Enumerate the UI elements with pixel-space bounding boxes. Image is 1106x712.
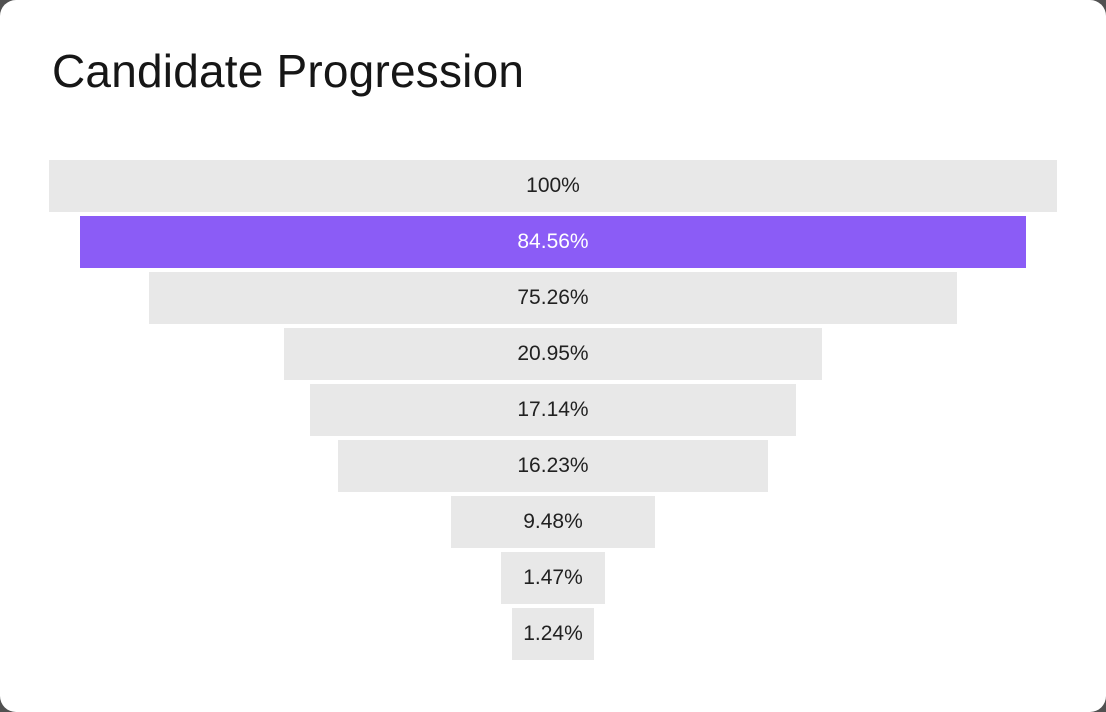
funnel-bar-6[interactable]: 16.23% xyxy=(338,440,768,492)
funnel-bar-3[interactable]: 75.26% xyxy=(148,272,958,324)
funnel-chart: 100% 84.56% 75.26% 20.95% 17.14% 16.23% 9.48% 1… xyxy=(49,160,1057,660)
funnel-bar-value: 75.26% xyxy=(517,286,589,309)
funnel-bar-7[interactable]: 9.48% xyxy=(451,496,655,548)
funnel-bar-value: 20.95% xyxy=(517,342,589,365)
funnel-bar-4[interactable]: 20.95% xyxy=(284,328,822,380)
funnel-bar-2[interactable]: 84.56% xyxy=(79,216,1027,268)
funnel-bar-value: 1.47% xyxy=(523,566,583,589)
funnel-bar-value: 16.23% xyxy=(517,454,589,477)
funnel-bar-5[interactable]: 17.14% xyxy=(309,384,797,436)
funnel-bar-1[interactable]: 100% xyxy=(49,160,1057,212)
funnel-bar-value: 84.56% xyxy=(517,230,589,253)
funnel-bar-value: 9.48% xyxy=(523,510,583,533)
funnel-bar-value: 1.24% xyxy=(523,622,583,645)
chart-title: Candidate Progression xyxy=(52,45,525,97)
funnel-bar-value: 100% xyxy=(526,174,580,197)
funnel-bar-9[interactable]: 1.24% xyxy=(511,608,595,660)
funnel-bar-value: 17.14% xyxy=(517,398,589,421)
funnel-bar-8[interactable]: 1.47% xyxy=(500,552,606,604)
